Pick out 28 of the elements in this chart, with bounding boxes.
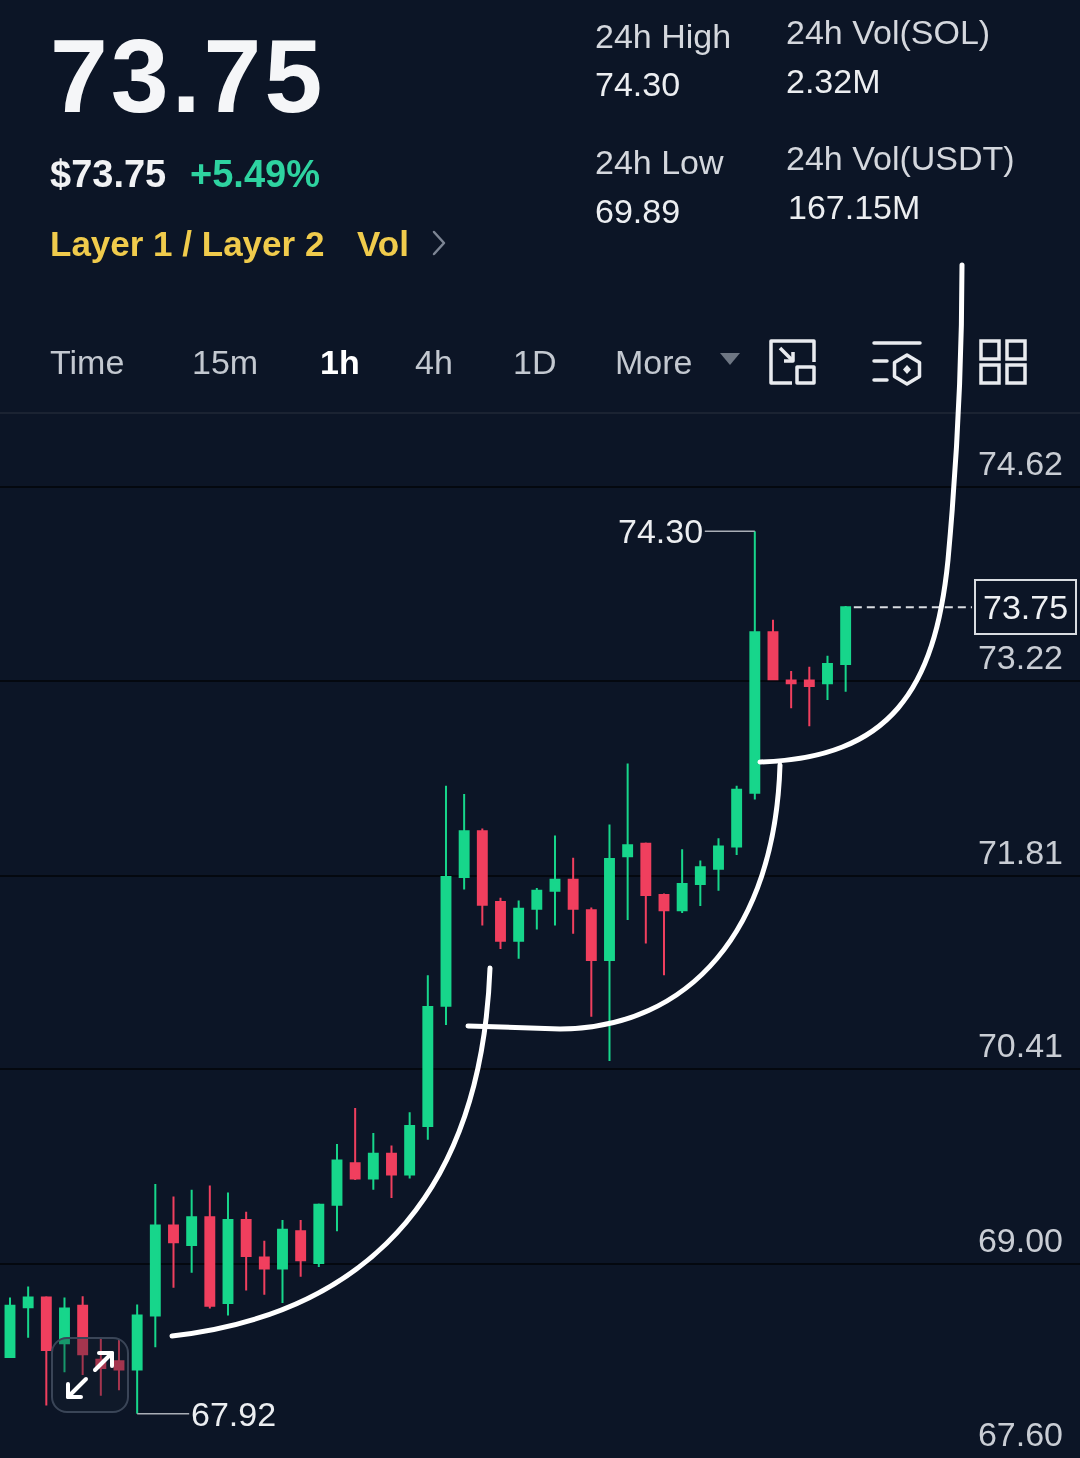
text: 167.15M [788,188,921,226]
text: 2.32M [786,62,881,100]
text: Layer 1 / Layer 2 [50,224,325,263]
text: 24h Vol(USDT) [786,139,1015,177]
text: +5.49% [190,153,320,195]
y-tick-label: 67.60 [977,1415,1063,1454]
y-tick-label: 71.81 [977,832,1063,871]
text: 15m [192,343,259,381]
text: 1h [320,343,360,381]
chart-title: 73.75 [50,18,326,134]
text: 24h Vol(SOL) [786,13,991,51]
annotation: 67.92 [191,1395,277,1433]
annotation: 74.30 [618,512,704,550]
ref-line-label: 73.75 [983,588,1069,626]
text: 24h High [595,17,732,55]
text: 4h [415,343,453,381]
y-tick-label: 74.62 [977,444,1063,483]
text: 69.89 [595,192,681,230]
y-tick-label: 73.22 [977,637,1063,676]
y-tick-label: 69.00 [977,1221,1063,1260]
text: Vol [357,224,409,263]
chart-subtitle: $73.75 [50,153,167,195]
text: Time [50,343,125,381]
text: 24h Low [595,143,724,181]
text: More [615,343,693,381]
text: 1D [513,343,557,381]
y-tick-label: 70.41 [977,1026,1063,1065]
text: 74.30 [595,65,681,103]
